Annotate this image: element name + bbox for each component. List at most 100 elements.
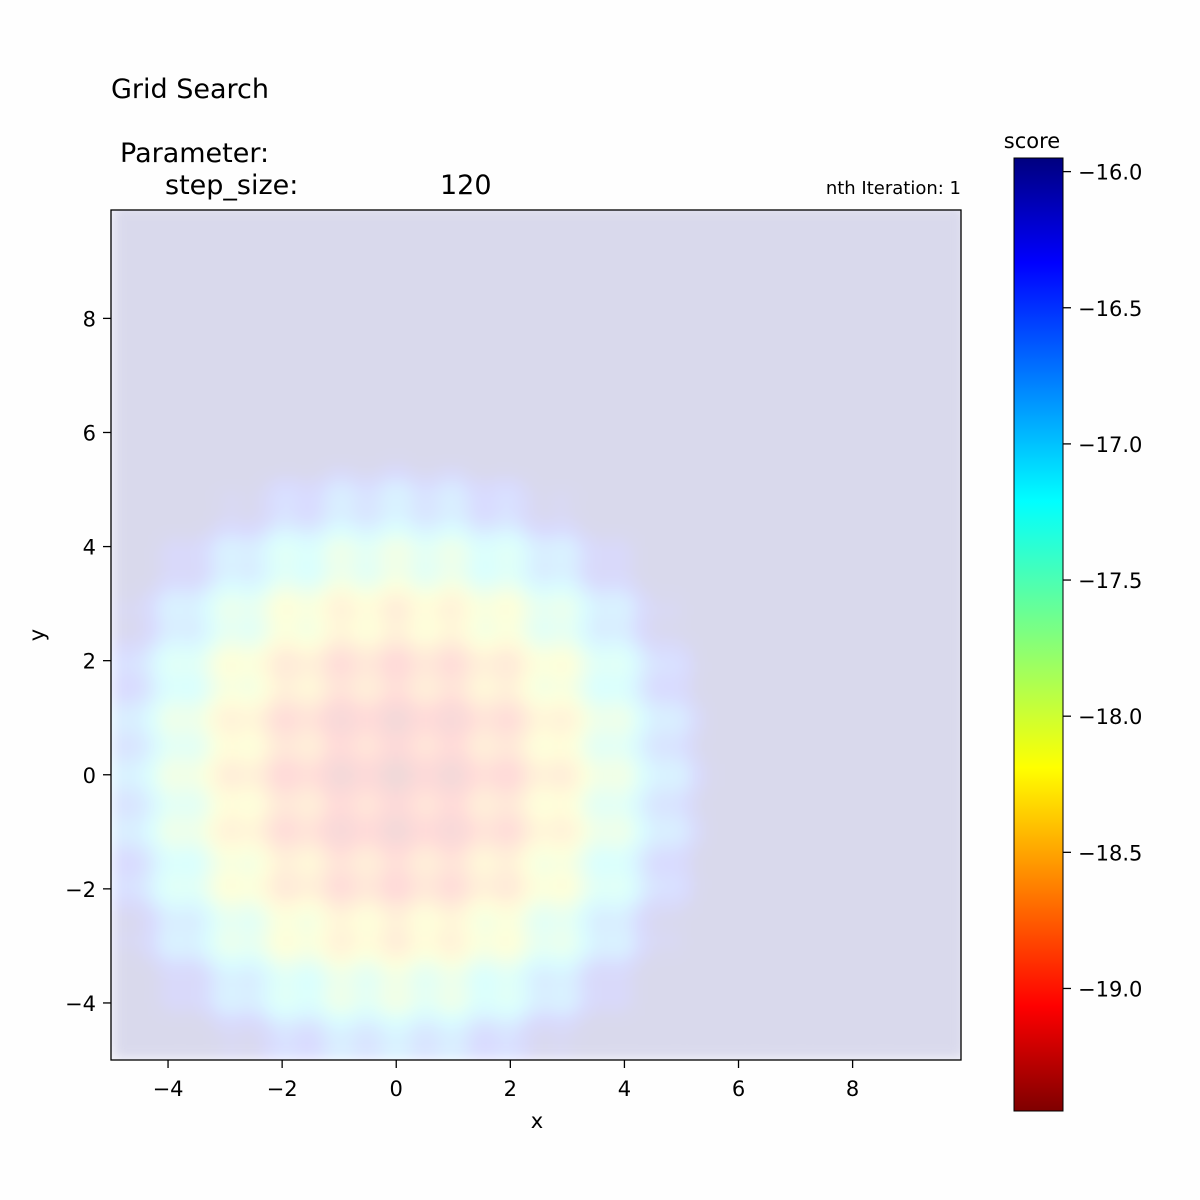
heatmap-cell [476, 329, 489, 342]
heatmap-cell [749, 763, 762, 776]
heatmap-cell [498, 900, 511, 913]
heatmap-cell [749, 717, 762, 730]
heatmap-cell [624, 1002, 637, 1015]
heatmap-cell [282, 580, 295, 593]
parameter-heading: Parameter: [120, 138, 270, 169]
heatmap-cell [841, 751, 854, 764]
heatmap-cell [156, 854, 169, 867]
heatmap-cell [818, 843, 831, 856]
heatmap-cell [111, 923, 124, 936]
heatmap-cell [635, 227, 648, 240]
heatmap-cell [111, 557, 124, 570]
heatmap-cell [533, 797, 546, 810]
heatmap-cell [681, 945, 694, 958]
heatmap-cell [133, 557, 146, 570]
heatmap-cell [510, 603, 523, 616]
heatmap-cell [795, 409, 808, 422]
heatmap-cell [339, 341, 352, 354]
heatmap-cell [464, 957, 477, 970]
heatmap-cell [304, 683, 317, 696]
heatmap-cell [270, 1025, 283, 1038]
heatmap-cell [384, 500, 397, 513]
heatmap-cell [339, 1048, 352, 1060]
heatmap-cell [225, 649, 238, 662]
heatmap-cell [635, 523, 648, 536]
heatmap-cell [476, 660, 489, 673]
heatmap-cell [692, 615, 705, 628]
heatmap-cell [350, 1025, 363, 1038]
heatmap-cell [749, 238, 762, 251]
heatmap-cell [339, 945, 352, 958]
heatmap-cell [761, 888, 774, 901]
parameter-name: step_size: [165, 170, 299, 201]
heatmap-cell [145, 831, 158, 844]
heatmap-cell [419, 546, 432, 559]
heatmap-cell [407, 740, 420, 753]
heatmap-cell [419, 786, 432, 799]
heatmap-cell [419, 694, 432, 707]
heatmap-cell [190, 820, 203, 833]
heatmap-cell [715, 238, 728, 251]
heatmap-cell [259, 1037, 272, 1050]
heatmap-cell [738, 957, 751, 970]
heatmap-cell [498, 569, 511, 582]
heatmap-cell [282, 888, 295, 901]
heatmap-cell [681, 569, 694, 582]
heatmap-cell [498, 854, 511, 867]
heatmap-cell [567, 786, 580, 799]
heatmap-cell [270, 238, 283, 251]
heatmap-cell [464, 980, 477, 993]
heatmap-cell [692, 774, 705, 787]
heatmap-cell [270, 272, 283, 285]
heatmap-cell [670, 398, 683, 411]
heatmap-cell [122, 1002, 135, 1015]
heatmap-cell [852, 808, 865, 821]
heatmap-cell [544, 227, 557, 240]
heatmap-cell [213, 466, 226, 479]
heatmap-cell [304, 1014, 317, 1027]
heatmap-cell [190, 934, 203, 947]
heatmap-cell [590, 808, 603, 821]
heatmap-cell [282, 466, 295, 479]
heatmap-cell [476, 923, 489, 936]
heatmap-cell [829, 500, 842, 513]
heatmap-cell [852, 980, 865, 993]
heatmap-cell [476, 774, 489, 787]
heatmap-cell [806, 820, 819, 833]
heatmap-cell [727, 1025, 740, 1038]
heatmap-cell [430, 386, 443, 399]
heatmap-cell [670, 751, 683, 764]
heatmap-cell [362, 500, 375, 513]
heatmap-cell [510, 740, 523, 753]
heatmap-cell [282, 432, 295, 445]
heatmap-cell [293, 797, 306, 810]
heatmap-cell [590, 980, 603, 993]
heatmap-cell [544, 318, 557, 331]
heatmap-cell [795, 763, 808, 776]
heatmap-cell [304, 991, 317, 1004]
heatmap-cell [327, 329, 340, 342]
heatmap-cell [727, 683, 740, 696]
heatmap-cell [247, 352, 260, 365]
heatmap-cell [544, 626, 557, 639]
heatmap-cell [852, 478, 865, 491]
heatmap-cell [407, 284, 420, 297]
heatmap-cell [852, 877, 865, 890]
heatmap-cell [419, 808, 432, 821]
heatmap-cell [247, 523, 260, 536]
heatmap-cell [498, 1048, 511, 1060]
heatmap-cell [510, 227, 523, 240]
heatmap-cell [122, 306, 135, 319]
heatmap-cell [533, 1048, 546, 1060]
heatmap-cell [533, 443, 546, 456]
heatmap-cell [864, 786, 877, 799]
heatmap-cell [704, 1002, 717, 1015]
heatmap-cell [613, 1048, 626, 1060]
heatmap-cell [715, 455, 728, 468]
heatmap-cell [647, 421, 660, 434]
heatmap-cell [202, 968, 215, 981]
heatmap-cell [190, 1014, 203, 1027]
heatmap-cell [487, 774, 500, 787]
heatmap-cell [430, 592, 443, 605]
heatmap-cell [122, 364, 135, 377]
